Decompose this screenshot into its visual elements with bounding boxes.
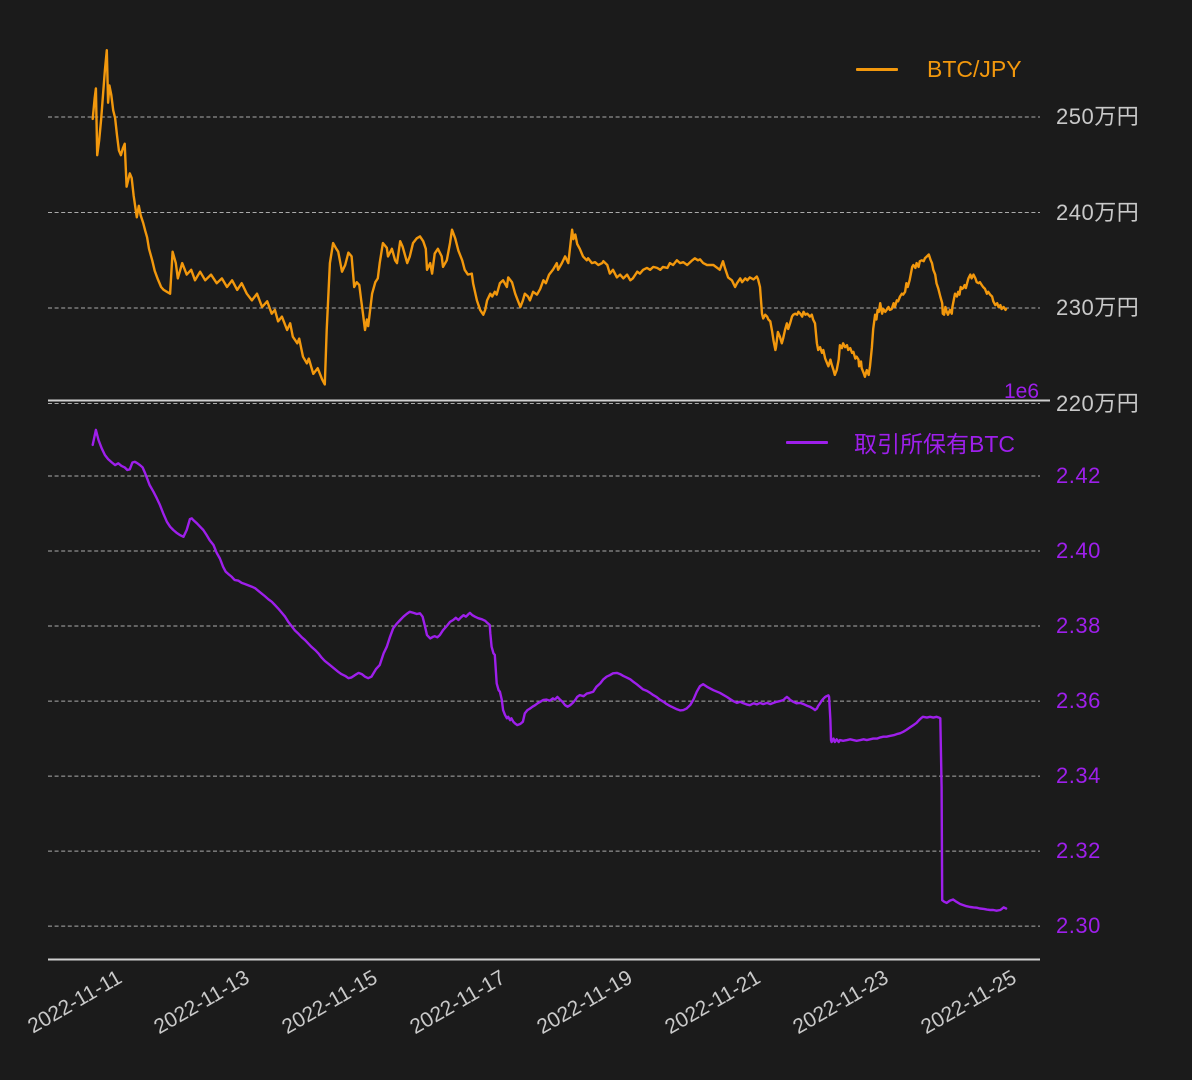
price-ytick-label: 230万円: [1056, 295, 1140, 320]
exchange-btc-legend-label: 取引所保有BTC: [854, 431, 1015, 457]
balance-ytick-label: 2.40: [1056, 538, 1101, 564]
y-axis-offset-text: 1e6: [1004, 380, 1040, 403]
exchange-btc-line: [91, 428, 1008, 912]
price-ytick-label: 240万円: [1056, 199, 1140, 225]
balance-ytick-label: 2.36: [1056, 688, 1101, 714]
exchange-btc-legend-line-icon: [786, 440, 828, 444]
btcjpy-legend-line-icon: [856, 68, 898, 71]
legend-exchange-btc: 取引所保有BTC: [786, 425, 1015, 459]
legend-btcjpy: BTC/JPY: [856, 56, 1022, 83]
balance-ytick-label: 2.34: [1056, 763, 1101, 789]
btcjpy-legend-label: BTC/JPY: [927, 56, 1022, 82]
balance-ytick-label: 2.38: [1056, 613, 1101, 639]
price-ytick-label: 220万円: [1056, 390, 1140, 416]
balance-ytick-label: 2.30: [1056, 913, 1101, 939]
balance-ytick-label: 2.32: [1056, 838, 1101, 864]
price-ytick-label: 250万円: [1056, 104, 1140, 129]
btcjpy-line: [91, 49, 1008, 386]
balance-ytick-label: 2.42: [1056, 463, 1101, 488]
